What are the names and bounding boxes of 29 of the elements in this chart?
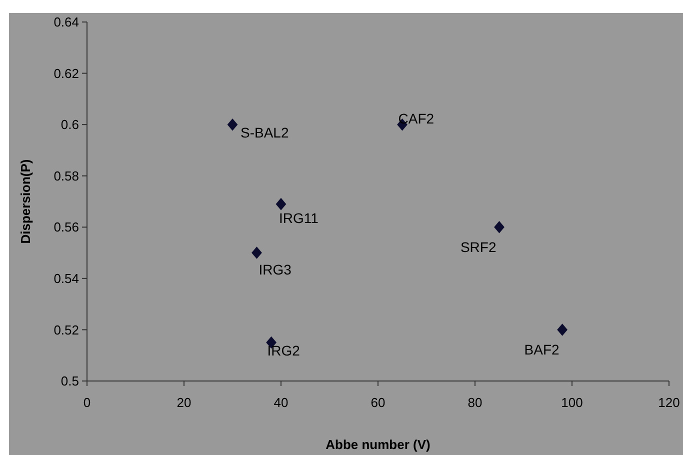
y-tick-label: 0.5	[60, 374, 79, 389]
x-tick-label: 0	[83, 395, 91, 410]
x-tick-label: 100	[561, 395, 583, 410]
annotation: CAF2	[398, 110, 434, 126]
annotation: IRG3	[258, 262, 292, 278]
y-tick-label: 0.6	[60, 117, 79, 132]
annotation: IRG11	[279, 210, 319, 226]
annotation: BAF2	[524, 342, 560, 358]
point	[252, 246, 262, 259]
x-tick-label: 80	[468, 395, 482, 410]
x-tick-label: 40	[274, 395, 288, 410]
annotation: IRG2	[267, 342, 300, 358]
x-axis-title: Abbe number (V)	[326, 437, 430, 452]
point	[494, 221, 504, 234]
y-axis-title: Dispersion(P)	[18, 159, 33, 244]
x-tick-label: 60	[370, 395, 386, 410]
x-tick-label: 120	[658, 395, 680, 410]
point	[227, 118, 238, 131]
x-tick-label: 20	[176, 395, 192, 410]
y-tick-label: 0.62	[54, 66, 79, 81]
y-tick-label: 0.54	[54, 270, 79, 286]
y-tick-label: 0.52	[54, 322, 79, 338]
y-tick-label: 0.64	[54, 14, 79, 30]
point	[276, 198, 286, 210]
point	[557, 324, 568, 336]
annotation: S-BAL2	[240, 124, 289, 140]
y-tick-label: 0.56	[54, 220, 79, 235]
annotation: SRF2	[460, 239, 496, 256]
y-tick-label: 0.58	[54, 168, 79, 184]
